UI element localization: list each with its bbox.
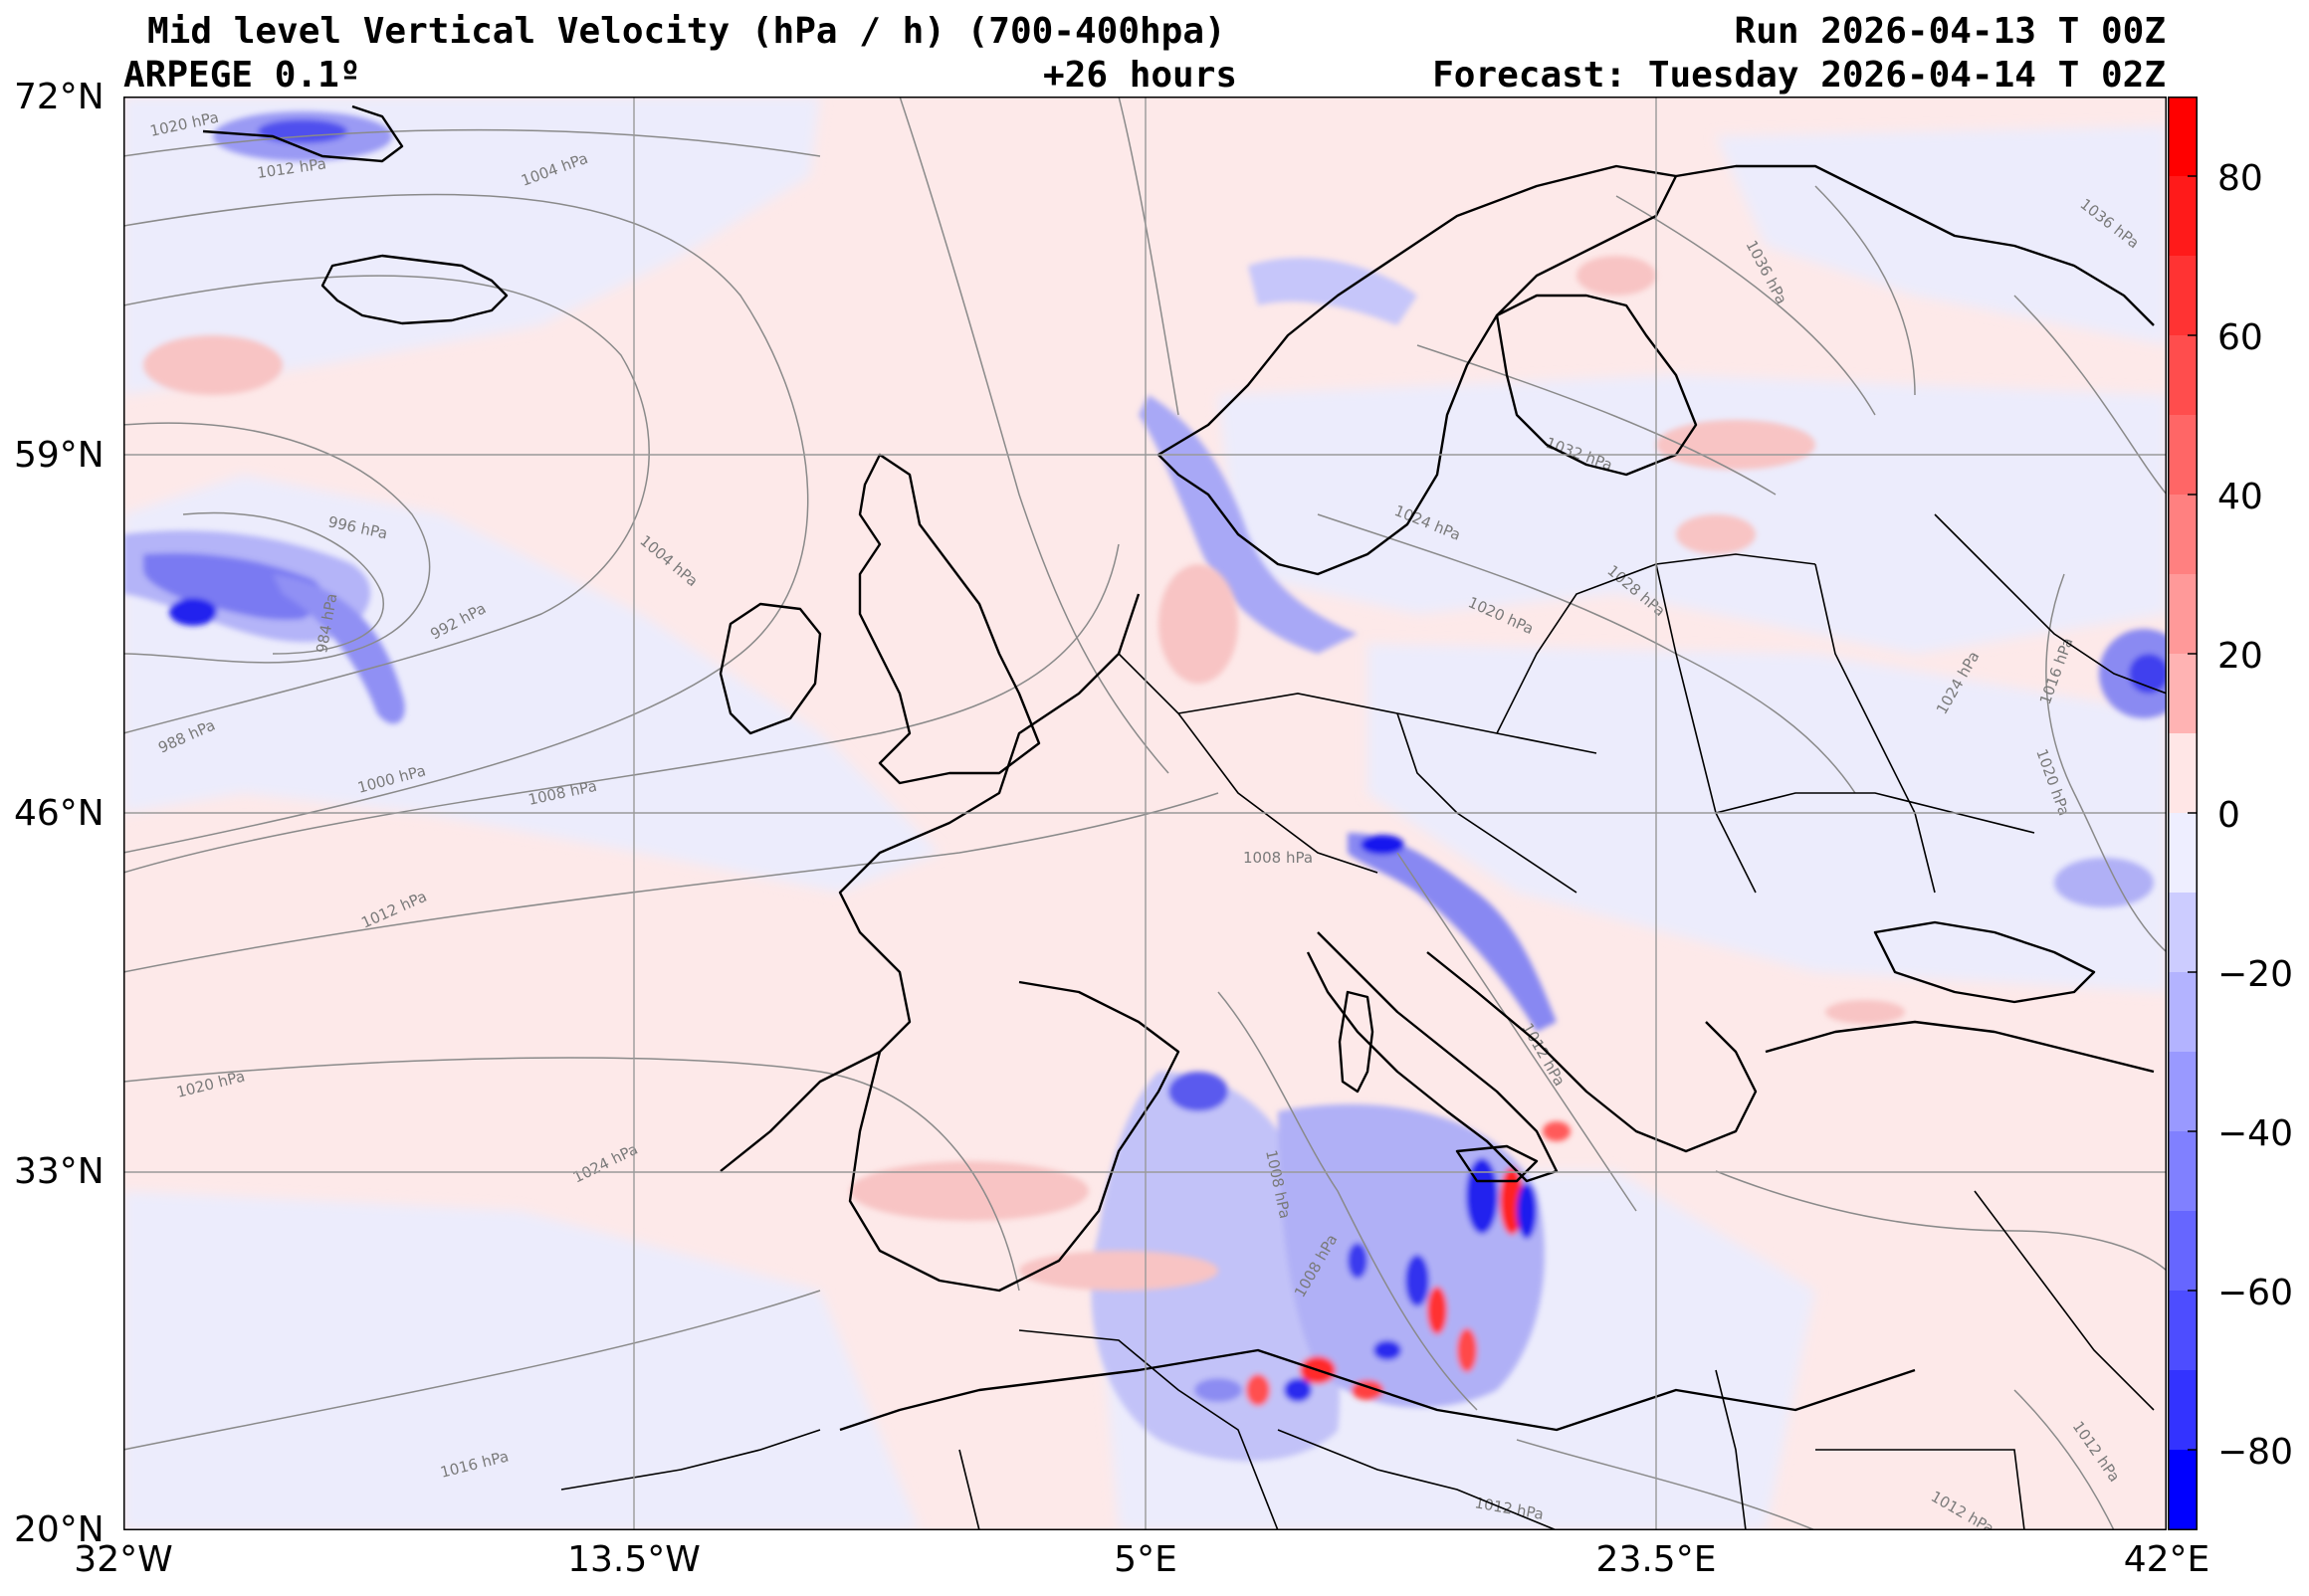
adriatic-ascent bbox=[1348, 833, 1557, 1032]
lon-tick-label: 13.5°W bbox=[567, 1539, 701, 1580]
coast-sicily bbox=[1455, 1144, 1539, 1183]
coast-iceland bbox=[320, 254, 509, 325]
isobar-label: 1008 hPa bbox=[1243, 849, 1313, 867]
colorbar-tick-label: 60 bbox=[2217, 317, 2263, 358]
colorbar-tick-label: 80 bbox=[2217, 158, 2263, 199]
north-sea-ascent bbox=[1139, 257, 1417, 654]
coast-ireland bbox=[719, 602, 822, 735]
colorbar-tick-label: −80 bbox=[2217, 1432, 2293, 1473]
forecast-time: Forecast: Tuesday 2026-04-14 T 02Z bbox=[1432, 55, 2166, 96]
lon-tick-label: 23.5°E bbox=[1595, 1539, 1717, 1580]
lon-tick-label: 5°E bbox=[1114, 1539, 1177, 1580]
lon-tick-label: 32°W bbox=[74, 1539, 173, 1580]
colorbar-tick-label: −20 bbox=[2217, 954, 2293, 995]
coastlines bbox=[202, 104, 2155, 1432]
colorbar-tick-label: −40 bbox=[2217, 1113, 2293, 1154]
weak-sinking-spots bbox=[143, 256, 1905, 1291]
coast-scandinavia bbox=[1156, 164, 1678, 576]
lon-tick-label: 42°E bbox=[2123, 1539, 2210, 1580]
colorbar-tick-label: 20 bbox=[2217, 636, 2263, 677]
colorbar-tick-label: −60 bbox=[2217, 1273, 2293, 1313]
lat-tick-label: 33°N bbox=[14, 1151, 105, 1192]
coast-black-sea bbox=[1873, 920, 2096, 1004]
coast-kola bbox=[1675, 164, 2155, 326]
coast-europe-west bbox=[720, 593, 1141, 1172]
colorbar-tick-label: 40 bbox=[2217, 477, 2263, 517]
coast-balkans bbox=[1426, 951, 1758, 1153]
colorbar-tick-label: 0 bbox=[2217, 795, 2240, 836]
lat-tick-label: 72°N bbox=[14, 77, 105, 117]
coast-great-britain bbox=[858, 453, 1041, 785]
lat-tick-label: 20°N bbox=[14, 1509, 105, 1550]
coast-turkey bbox=[1765, 1020, 2155, 1074]
run-time: Run 2026-04-13 T 00Z bbox=[1734, 11, 2166, 52]
borders bbox=[560, 513, 2167, 1530]
chart-title: Mid level Vertical Velocity (hPa / h) (7… bbox=[147, 11, 1226, 52]
coast-north-africa bbox=[839, 1348, 1916, 1432]
coast-corsica-sardinia bbox=[1338, 990, 1374, 1094]
colorbar bbox=[2168, 97, 2198, 1530]
map-canvas: 1020 hPa 1012 hPa 1004 hPa 996 hPa 992 h… bbox=[123, 97, 2167, 1530]
map-panel: 1020 hPa 1012 hPa 1004 hPa 996 hPa 992 h… bbox=[123, 97, 2167, 1530]
lat-tick-label: 46°N bbox=[14, 793, 105, 834]
atlantic-low-ascent bbox=[123, 530, 405, 724]
isobars bbox=[123, 97, 2167, 1530]
forecast-hour: +26 hours bbox=[1043, 55, 1238, 96]
coast-greenland bbox=[202, 104, 404, 163]
gridlines bbox=[123, 97, 2167, 1530]
coast-finland bbox=[1495, 294, 1698, 477]
map-frame bbox=[123, 97, 2167, 1530]
lat-tick-label: 59°N bbox=[14, 435, 105, 476]
model-name: ARPEGE 0.1º bbox=[123, 55, 361, 96]
coast-italy bbox=[1306, 931, 1559, 1183]
